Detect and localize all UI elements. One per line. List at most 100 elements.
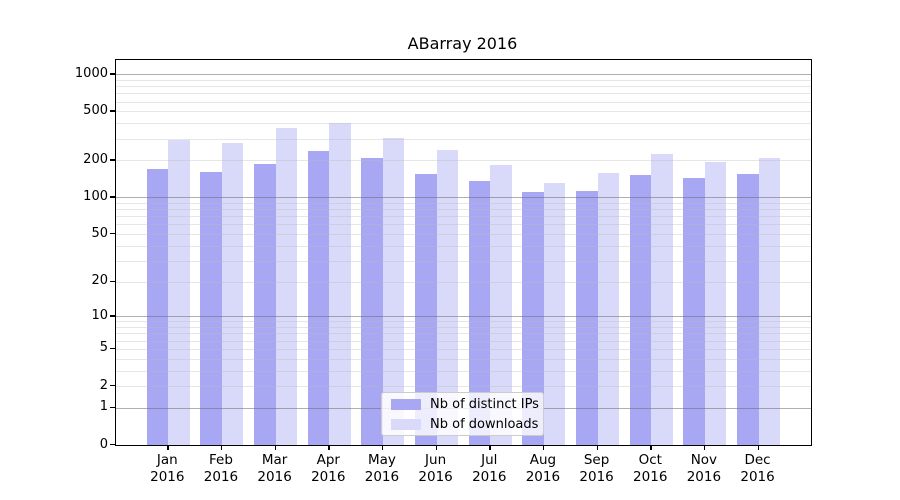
gridline-minor-200 <box>116 160 811 162</box>
y-tick-mark-20 <box>110 280 115 283</box>
gridline-major-10 <box>116 316 811 318</box>
x-axis-label-oct: Oct 2016 <box>633 452 668 485</box>
gridline-minor-900 <box>116 79 811 81</box>
bar-distinct-ips-may <box>361 158 383 445</box>
y-tick-mark-100 <box>110 196 115 198</box>
gridline-minor-9 <box>116 321 811 323</box>
y-axis-label-100: 100 <box>83 188 108 204</box>
x-axis-label-jan: Jan 2016 <box>150 452 185 485</box>
bar-distinct-ips-aug <box>522 192 544 445</box>
gridline-minor-600 <box>116 101 811 103</box>
x-tick-mark-jan <box>167 445 169 450</box>
bar-downloads-feb <box>221 143 244 445</box>
bar-distinct-ips-jan <box>146 169 169 445</box>
gridline-minor-400 <box>116 123 811 125</box>
bar-downloads-mar <box>275 128 298 445</box>
gridline-minor-70 <box>116 216 811 218</box>
bar-downloads-jun <box>436 149 459 445</box>
x-tick-mark-sep <box>596 445 598 450</box>
x-axis-label-apr: Apr 2016 <box>311 452 346 485</box>
gridline-minor-700 <box>116 93 811 95</box>
legend-label-distinct-ips: Nb of distinct IPs <box>430 396 539 412</box>
x-axis-label-jun: Jun 2016 <box>418 452 453 485</box>
x-tick-mark-dec <box>757 445 759 450</box>
y-tick-mark-200 <box>110 159 115 161</box>
y-tick-mark-5 <box>110 347 115 350</box>
gridline-minor-80 <box>116 209 811 211</box>
gridline-major-100 <box>116 197 811 199</box>
bar-downloads-jan <box>168 140 190 445</box>
bar-downloads-apr <box>329 122 351 445</box>
gridline-minor-4 <box>116 358 811 360</box>
x-tick-mark-mar <box>274 445 276 450</box>
y-axis-label-500: 500 <box>83 102 108 118</box>
y-tick-mark-10 <box>110 315 115 317</box>
x-tick-mark-oct <box>650 445 652 450</box>
x-axis-label-dec: Dec 2016 <box>740 452 775 485</box>
bar-downloads-sep <box>597 173 620 445</box>
plot-area <box>115 59 812 446</box>
y-axis-label-1: 1 <box>99 399 108 415</box>
gridline-minor-800 <box>116 86 811 88</box>
y-axis-label-5: 5 <box>99 340 108 356</box>
y-axis-label-0: 0 <box>99 436 108 452</box>
y-axis-label-2: 2 <box>99 377 108 393</box>
gridline-minor-3 <box>116 370 811 372</box>
x-axis-label-nov: Nov 2016 <box>686 452 722 485</box>
x-axis-label-aug: Aug 2016 <box>525 452 561 485</box>
x-axis-label-may: May 2016 <box>364 452 400 485</box>
gridline-minor-40 <box>116 245 811 247</box>
gridline-minor-30 <box>116 260 811 262</box>
bar-distinct-ips-sep <box>576 191 598 445</box>
bar-downloads-nov <box>704 161 727 445</box>
y-axis-label-20: 20 <box>91 273 108 289</box>
y-tick-mark-1000 <box>110 73 115 75</box>
gridline-minor-7 <box>116 333 811 335</box>
gridline-minor-50 <box>116 234 811 236</box>
x-tick-mark-apr <box>328 445 330 450</box>
y-tick-mark-500 <box>110 110 115 112</box>
bar-downloads-aug <box>543 183 566 445</box>
x-tick-mark-aug <box>542 445 545 450</box>
x-axis-label-mar: Mar 2016 <box>257 452 292 485</box>
x-tick-mark-nov <box>703 445 706 450</box>
x-tick-mark-jun <box>435 445 437 450</box>
legend-entry-distinct-ips: Nb of distinct IPs <box>382 398 543 411</box>
bar-distinct-ips-jul <box>468 181 491 445</box>
bar-distinct-ips-mar <box>254 163 276 445</box>
gridline-minor-6 <box>116 340 811 342</box>
x-axis-label-sep: Sep 2016 <box>579 452 614 485</box>
bar-downloads-jul <box>490 164 512 445</box>
bar-distinct-ips-dec <box>737 174 759 445</box>
legend-swatch-distinct-ips <box>391 398 421 410</box>
y-tick-mark-1 <box>110 406 115 409</box>
x-tick-mark-jul <box>489 445 491 450</box>
gridline-minor-60 <box>116 224 811 226</box>
gridline-minor-300 <box>116 138 811 140</box>
gridline-minor-8 <box>116 327 811 329</box>
bar-distinct-ips-feb <box>200 171 222 445</box>
chart-title: ABarray 2016 <box>407 34 518 53</box>
gridline-minor-5 <box>116 348 811 350</box>
bar-distinct-ips-oct <box>629 175 652 445</box>
x-axis-label-jul: Jul 2016 <box>472 452 507 485</box>
gridline-minor-90 <box>116 202 811 204</box>
gridline-minor-500 <box>116 111 811 113</box>
bar-distinct-ips-apr <box>307 150 330 445</box>
y-tick-mark-2 <box>110 385 115 387</box>
bar-downloads-oct <box>651 154 673 445</box>
gridline-minor-2 <box>116 386 811 388</box>
bar-downloads-dec <box>758 157 781 445</box>
legend-entry-downloads: Nb of downloads <box>382 418 543 431</box>
bar-distinct-ips-jun <box>415 174 437 445</box>
bar-downloads-may <box>382 138 405 445</box>
gridline-major-1000 <box>116 74 811 76</box>
y-axis-label-200: 200 <box>83 151 108 167</box>
y-axis-label-10: 10 <box>91 307 108 323</box>
y-axis-label-50: 50 <box>91 225 108 241</box>
y-axis-label-1000: 1000 <box>74 65 108 81</box>
y-tick-mark-50 <box>110 233 115 235</box>
x-tick-mark-feb <box>220 445 223 450</box>
legend: Nb of distinct IPs Nb of downloads <box>381 392 544 436</box>
